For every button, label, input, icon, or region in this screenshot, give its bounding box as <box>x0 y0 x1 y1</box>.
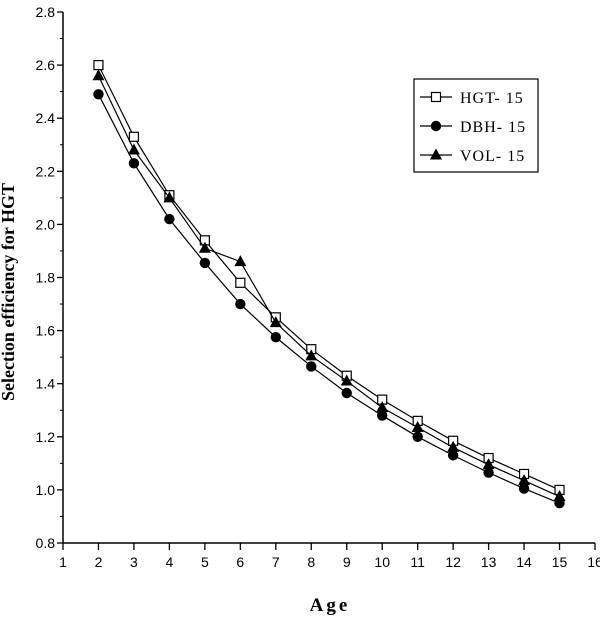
data-point <box>235 277 246 288</box>
data-point <box>128 131 140 142</box>
series-vol-15 <box>92 69 566 502</box>
y-tick-label: 2.2 <box>36 163 56 179</box>
data-point <box>376 401 389 413</box>
data-point <box>93 89 104 100</box>
data-point <box>341 387 352 399</box>
data-point <box>340 374 353 386</box>
axes: 0.81.01.21.41.61.82.02.22.42.62.81 2 3 4 5 6 7… <box>36 4 600 570</box>
x-tick-label: 6 <box>236 554 244 570</box>
data-point <box>553 490 566 502</box>
data-point <box>482 458 495 470</box>
data-point <box>518 483 530 494</box>
data-point <box>269 316 282 328</box>
legend-marker <box>430 91 442 103</box>
x-tick-label: 8 <box>307 554 315 570</box>
x-tick-label: 3 <box>130 554 138 570</box>
data-point <box>128 158 140 169</box>
legend: HGT- 15 DBH- 15 VOL- 15 <box>413 78 539 173</box>
y-tick-label: 2.6 <box>36 57 56 73</box>
x-tick-label: 4 <box>166 554 174 570</box>
x-tick-label: 5 <box>201 554 209 570</box>
y-tick-label: 1.4 <box>36 376 56 392</box>
data-point <box>306 361 317 372</box>
data-point <box>377 410 388 421</box>
data-point <box>198 241 211 253</box>
data-point <box>305 349 318 361</box>
x-tick-label: 13 <box>481 554 497 570</box>
data-point <box>199 257 211 269</box>
y-tick-label: 2.8 <box>36 4 56 20</box>
y-tick-label: 1.6 <box>36 323 56 339</box>
x-axis-title: Age <box>310 595 351 616</box>
data-point <box>483 467 494 478</box>
y-tick-label: 1.2 <box>36 429 56 445</box>
y-tick-label: 2.4 <box>36 110 56 126</box>
data-point <box>235 298 246 310</box>
data-point <box>447 440 460 452</box>
x-tick-label: 10 <box>374 554 390 570</box>
data-point <box>411 421 424 433</box>
x-tick-label: 14 <box>516 554 532 570</box>
x-tick-label: 15 <box>552 554 568 570</box>
y-tick-label: 2.0 <box>36 216 56 232</box>
y-axis-title: Selection efficiency for HGT <box>0 183 18 401</box>
x-tick-label: 12 <box>445 554 461 570</box>
legend-label: DBH- 15 <box>460 119 526 136</box>
series-line <box>97 64 560 491</box>
data-point <box>163 191 176 203</box>
x-tick-label: 1 <box>59 554 67 570</box>
data-point <box>447 450 459 461</box>
y-tick-label: 1.8 <box>36 270 56 286</box>
x-tick-label: 2 <box>95 554 103 570</box>
data-point <box>92 69 105 81</box>
legend-label: VOL- 15 <box>460 148 525 165</box>
data-point <box>518 474 531 486</box>
data-point <box>164 213 175 225</box>
y-tick-label: 1.0 <box>36 482 56 498</box>
data-point <box>412 431 423 442</box>
x-tick-label: 7 <box>272 554 280 570</box>
x-tick-label: 16 <box>587 554 600 570</box>
y-tick-label: 0.8 <box>36 535 56 551</box>
legend-marker <box>430 120 442 132</box>
data-point <box>270 332 281 343</box>
series-line <box>97 75 560 498</box>
series-layer <box>92 59 566 509</box>
data-point <box>93 59 104 71</box>
legend-label: HGT- 15 <box>460 90 524 107</box>
legend-marker <box>430 148 442 160</box>
x-tick-label: 11 <box>410 554 425 570</box>
x-tick-label: 9 <box>343 554 351 570</box>
data-point <box>234 255 247 267</box>
data-point <box>127 143 140 155</box>
series-line <box>97 94 560 504</box>
